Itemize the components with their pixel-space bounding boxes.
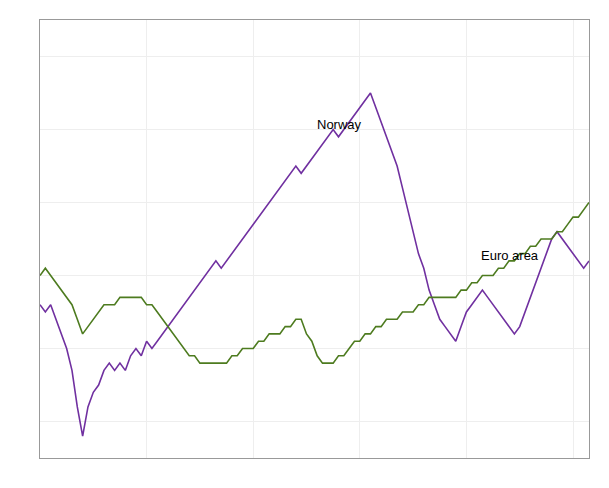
svg-text:Norway: Norway: [317, 117, 362, 132]
svg-text:Euro area: Euro area: [481, 248, 539, 263]
